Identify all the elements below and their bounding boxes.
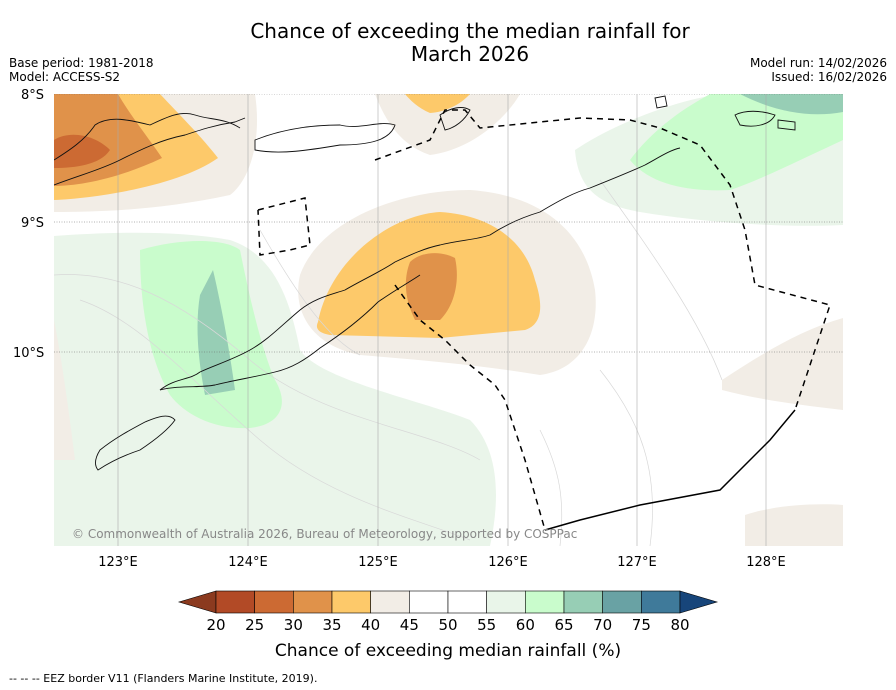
colorbar-swatch: [409, 590, 449, 614]
colorbar-arrow-high: [679, 590, 719, 614]
colorbar-title: Chance of exceeding median rainfall (%): [274, 641, 622, 661]
lon-label: 123°E: [98, 555, 138, 570]
colorbar-tick-label: 70: [593, 616, 612, 634]
region-40-45-north: [375, 94, 520, 155]
eez-border: [257, 109, 831, 531]
base-period: Base period: 1981-2018: [9, 56, 154, 70]
model-name: Model: ACCESS-S2: [9, 70, 121, 84]
colorbar-tick-label: 30: [284, 616, 303, 634]
meta-left: Base period: 1981-2018 Model: ACCESS-S2: [9, 56, 154, 84]
region-40-45-southeast: [745, 504, 843, 546]
lat-label: 10°S: [13, 346, 44, 361]
eez-border-solid: [544, 409, 796, 531]
alor-coast: [254, 123, 396, 153]
title-line-2: March 2026: [410, 42, 530, 66]
colorbar-swatch: [331, 590, 371, 614]
grid-lines: [54, 94, 843, 353]
region-40-45-west: [54, 320, 75, 460]
lon-label: 125°E: [358, 555, 398, 570]
lat-label: 9°S: [21, 216, 44, 231]
colorbar-swatch: [563, 590, 603, 614]
lon-label: 127°E: [617, 555, 657, 570]
colorbar-tick-label: 50: [438, 616, 457, 634]
banda-islands: [654, 95, 796, 131]
colorbar: [177, 590, 719, 614]
colorbar-swatch: [525, 590, 565, 614]
colorbar-swatch: [254, 590, 294, 614]
map-area: © Commonwealth of Australia 2026, Bureau…: [54, 94, 843, 546]
grid-lines-vertical: [117, 94, 767, 546]
colorbar-tick-label: 60: [516, 616, 535, 634]
colorbar-swatch: [447, 590, 487, 614]
region-70-75-savu: [197, 270, 235, 395]
colorbar-tick-label: 65: [554, 616, 573, 634]
coastlines: [54, 95, 796, 471]
lat-label: 8°S: [21, 88, 44, 103]
wetar-coast: [439, 107, 471, 131]
region-30-35-central: [405, 253, 457, 320]
colorbar-ticks: 20 25 30 35 40 45 50 55 60 65 70 75 80: [206, 616, 689, 634]
lon-label: 128°E: [746, 555, 786, 570]
colorbar-swatch: [486, 590, 526, 614]
colorbar-tick-label: 40: [361, 616, 380, 634]
timor-coast: [159, 147, 681, 391]
region-25-30-northwest: [54, 134, 110, 168]
lon-label: 124°E: [228, 555, 268, 570]
chart-title: Chance of exceeding the median rainfall …: [0, 20, 896, 66]
colorbar-swatch: [602, 590, 642, 614]
colorbar-swatch: [215, 590, 255, 614]
colorbar-arrow-low: [177, 590, 217, 614]
region-65-70-northeast: [630, 94, 843, 191]
lon-label: 126°E: [488, 555, 528, 570]
colorbar-swatch: [293, 590, 333, 614]
region-35-40-north: [405, 94, 470, 113]
colorbar-tick-label: 75: [632, 616, 651, 634]
lat-labels: 8°S 9°S 10°S: [13, 88, 44, 361]
copyright-note: © Commonwealth of Australia 2026, Bureau…: [72, 527, 577, 541]
title-line-1: Chance of exceeding the median rainfall …: [250, 19, 690, 43]
meta-right: Model run: 14/02/2026 Issued: 16/02/2026: [750, 56, 887, 84]
model-run: Model run: 14/02/2026: [749, 56, 887, 70]
colorbar-tick-label: 35: [322, 616, 341, 634]
colorbar-swatch: [370, 590, 410, 614]
colorbar-tick-label: 55: [477, 616, 496, 634]
eez-footnote: -- -- -- EEZ border V11 (Flanders Marine…: [9, 672, 318, 685]
colorbar-tick-label: 20: [206, 616, 225, 634]
region-40-45-east: [722, 318, 843, 410]
lon-labels: 123°E 124°E 125°E 126°E 127°E 128°E: [98, 555, 786, 570]
colorbar-tick-label: 80: [670, 616, 689, 634]
colorbar-swatch: [641, 590, 681, 614]
colorbar-tick-label: 45: [400, 616, 419, 634]
colorbar-tick-label: 25: [245, 616, 264, 634]
sumba-coast: [95, 415, 176, 471]
flores-coast: [54, 113, 246, 186]
timor-south-coast: [159, 274, 421, 391]
issued-date: Issued: 16/02/2026: [771, 70, 887, 84]
